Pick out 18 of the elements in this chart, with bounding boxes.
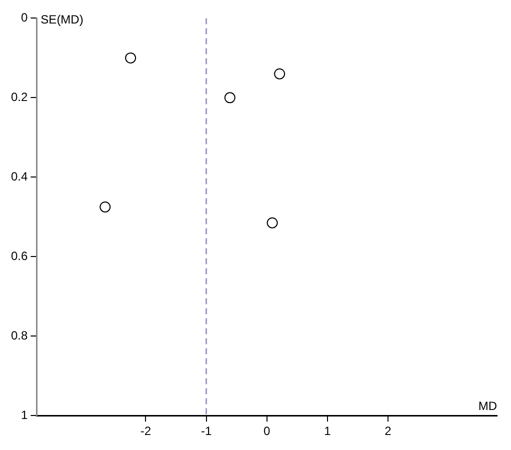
x-tick-label: -2: [140, 424, 152, 438]
y-tick-label: 0: [20, 10, 28, 25]
y-axis-title: SE(MD): [40, 12, 84, 27]
x-axis-title: MD: [478, 398, 498, 413]
y-tick-label: 0.8: [10, 328, 28, 342]
y-tick-label: 0.2: [10, 90, 28, 104]
point: [100, 201, 111, 212]
x-tick-label: 0: [263, 424, 270, 438]
y-tick-label: 0.4: [10, 169, 28, 184]
x-tick-label: 1: [324, 424, 332, 438]
y-tick-label: 1: [20, 408, 28, 422]
point: [125, 52, 136, 64]
x-tick-label: 2: [384, 424, 392, 438]
point: [266, 217, 278, 228]
point: [274, 68, 286, 80]
y-tick-label: 0.6: [10, 248, 28, 263]
point: [224, 92, 236, 104]
x-tick-label: -1: [200, 424, 212, 438]
